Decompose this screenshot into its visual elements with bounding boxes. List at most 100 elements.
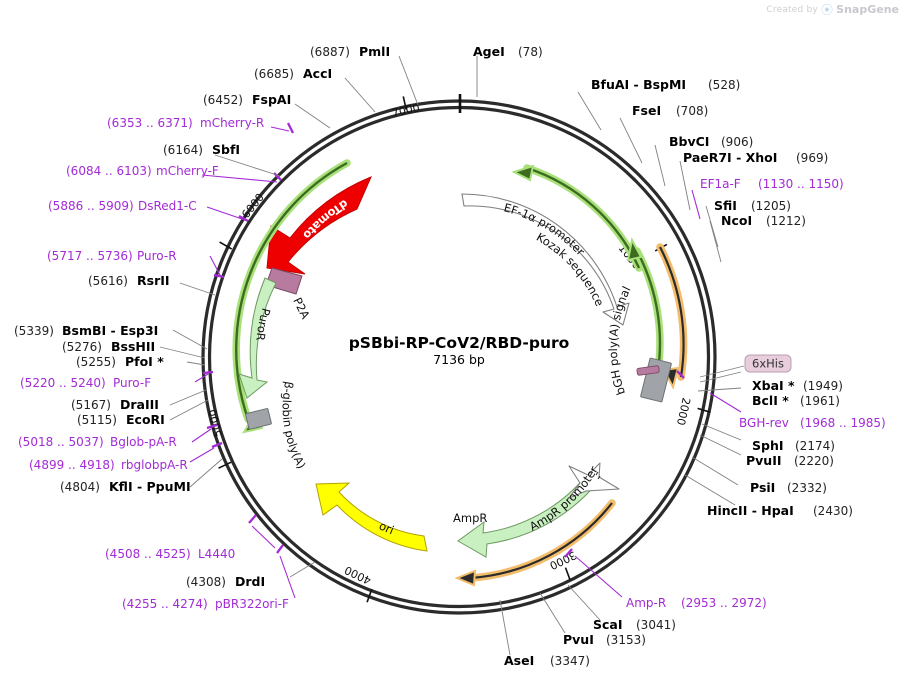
leader-lines-bottom [499, 555, 623, 656]
label-pbr322ori-f: (4255 .. 4274) pBR322ori-F [122, 597, 289, 611]
tick-2000: 2000 [674, 396, 711, 427]
svg-text:(5339): (5339) [14, 324, 54, 338]
label-scai: ScaI (3041) [593, 617, 676, 632]
svg-text:(1212): (1212) [766, 214, 806, 228]
svg-text:Puro-R: Puro-R [137, 249, 177, 263]
label-group-left: (5339) BsmBI - Esp3I (5276) BssHII (5255) P… [14, 323, 289, 611]
svg-text:PfoI *: PfoI * [125, 354, 164, 369]
svg-text:FseI: FseI [632, 103, 661, 118]
label-fspai: (6452) FspAI [203, 92, 291, 107]
label-bbvci: BbvCI (906) [669, 134, 753, 149]
label-l4440: (4508 .. 4525) L4440 [105, 547, 235, 561]
svg-text:(3041): (3041) [636, 618, 676, 632]
label-bsshii: (5276) BssHII [62, 339, 155, 354]
tag-6xhis-label: 6xHis [752, 357, 784, 371]
svg-text:BGH-rev: BGH-rev [739, 416, 789, 430]
svg-text:Amp-R: Amp-R [626, 596, 666, 610]
label-mcherry-f: (6084 .. 6103) mCherry-F [66, 164, 219, 178]
svg-text:(528): (528) [708, 78, 740, 92]
svg-text:(5276): (5276) [62, 340, 102, 354]
label-puro-r: (5717 .. 5736) Puro-R [47, 249, 177, 263]
feature-label-puror: PuroR [253, 307, 273, 342]
svg-text:(1949): (1949) [803, 379, 843, 393]
svg-text:DraIII: DraIII [120, 397, 159, 412]
svg-text:(5886 .. 5909): (5886 .. 5909) [48, 199, 134, 213]
tick-7000: 7000 [391, 96, 421, 120]
svg-text:(2953 .. 2972): (2953 .. 2972) [681, 596, 767, 610]
svg-text:BfuAI - BspMI: BfuAI - BspMI [591, 77, 686, 92]
svg-text:(969): (969) [796, 151, 828, 165]
orf-arrow-ampr-orange [454, 499, 616, 587]
feature-label-ef1a-promoter: EF-1α promoter [502, 200, 588, 258]
svg-text:BbvCI: BbvCI [669, 134, 709, 149]
label-group-bottom: Amp-R (2953 .. 2972) ScaI (3041) PvuI (3153… [504, 596, 767, 668]
svg-text:ScaI: ScaI [593, 617, 623, 632]
svg-text:SfiI: SfiI [714, 198, 737, 213]
label-drdi: (4308) DrdI [186, 574, 265, 589]
svg-text:AccI: AccI [303, 66, 332, 81]
primer-ticks [202, 122, 685, 558]
label-bcli: BclI * (1961) [752, 393, 840, 408]
svg-text:SbfI: SbfI [212, 142, 240, 157]
label-draiii: (5167) DraIII [71, 397, 159, 412]
feature-label-bgh-polya: bGH poly(A) signal [606, 284, 634, 397]
label-hincii-hpai: HincII - HpaI (2430) [707, 503, 853, 518]
feature-label-p2a: P2A [290, 295, 312, 321]
tag-6xhis: 6xHis [699, 354, 792, 378]
label-sbfi: (6164) SbfI [163, 142, 240, 157]
svg-text:(4899 .. 4918): (4899 .. 4918) [29, 458, 115, 472]
tick-4000: 4000 [342, 563, 373, 603]
label-rsrii: (5616) RsrII [88, 273, 170, 288]
svg-text:Bglob-pA-R: Bglob-pA-R [110, 435, 177, 449]
svg-text:(1968 .. 1985): (1968 .. 1985) [800, 416, 886, 430]
label-ncoi: NcoI (1212) [721, 213, 806, 228]
label-pvui: PvuI (3153) [563, 632, 646, 647]
svg-text:(4804): (4804) [60, 480, 100, 494]
svg-text:mCherry-R: mCherry-R [200, 116, 264, 130]
leader-lines-left [159, 329, 316, 599]
svg-text:EF1a-F: EF1a-F [700, 177, 741, 191]
svg-text:(4308): (4308) [186, 575, 226, 589]
label-pvuii: PvuII (2220) [746, 453, 834, 468]
svg-text:(5167): (5167) [71, 398, 111, 412]
svg-text:pBR322ori-F: pBR322ori-F [215, 597, 289, 611]
label-pfoi: (5255) PfoI * [76, 354, 164, 369]
watermark-brand: SnapGene [836, 3, 899, 16]
label-rbglobpa-r: (4899 .. 4918) rbglobpA-R [29, 458, 188, 472]
svg-text:PmlI: PmlI [359, 44, 390, 59]
svg-text:(5616): (5616) [88, 274, 128, 288]
svg-text:Puro-F: Puro-F [113, 376, 151, 390]
label-puro-f: (5220 .. 5240) Puro-F [20, 376, 151, 390]
svg-text:(4255 .. 4274): (4255 .. 4274) [122, 597, 208, 611]
label-sfii: SfiI (1205) [714, 198, 791, 213]
svg-text:(2332): (2332) [787, 481, 827, 495]
label-bsmbi-esp3i: (5339) BsmBI - Esp3I [14, 323, 158, 338]
label-bglob-pa-r: (5018 .. 5037) Bglob-pA-R [18, 435, 177, 449]
svg-text:KflI - PpuMI: KflI - PpuMI [109, 479, 191, 494]
svg-text:RsrII: RsrII [137, 273, 170, 288]
svg-text:(5115): (5115) [77, 413, 117, 427]
svg-text:(6084 .. 6103): (6084 .. 6103) [66, 164, 152, 178]
svg-text:FspAI: FspAI [252, 92, 291, 107]
leader-lines-top-left [179, 55, 419, 296]
label-ecori: (5115) EcoRI [77, 412, 165, 427]
svg-text:mCherry-F: mCherry-F [156, 164, 219, 178]
plasmid-size: 7136 bp [433, 352, 485, 367]
svg-text:XbaI *: XbaI * [752, 378, 795, 393]
svg-text:(2174): (2174) [795, 439, 835, 453]
svg-text:EcoRI: EcoRI [126, 412, 165, 427]
feature-ampr: AmpR [453, 475, 598, 558]
svg-text:(5018 .. 5037): (5018 .. 5037) [18, 435, 104, 449]
svg-text:(1205): (1205) [751, 199, 791, 213]
plasmid-title: pSBbi-RP-CoV2/RBD-puro [349, 334, 570, 352]
svg-text:(78): (78) [518, 45, 543, 59]
map-title-group: pSBbi-RP-CoV2/RBD-puro 7136 bp [349, 334, 570, 367]
label-kfli-ppumi: (4804) KflI - PpuMI [60, 479, 191, 494]
feature-ori: ori [315, 482, 428, 552]
label-fsei: FseI (708) [632, 103, 708, 118]
feature-puror: PuroR [238, 277, 277, 399]
svg-text:5000: 5000 [206, 408, 225, 438]
watermark-prefix: Created by [766, 4, 818, 15]
